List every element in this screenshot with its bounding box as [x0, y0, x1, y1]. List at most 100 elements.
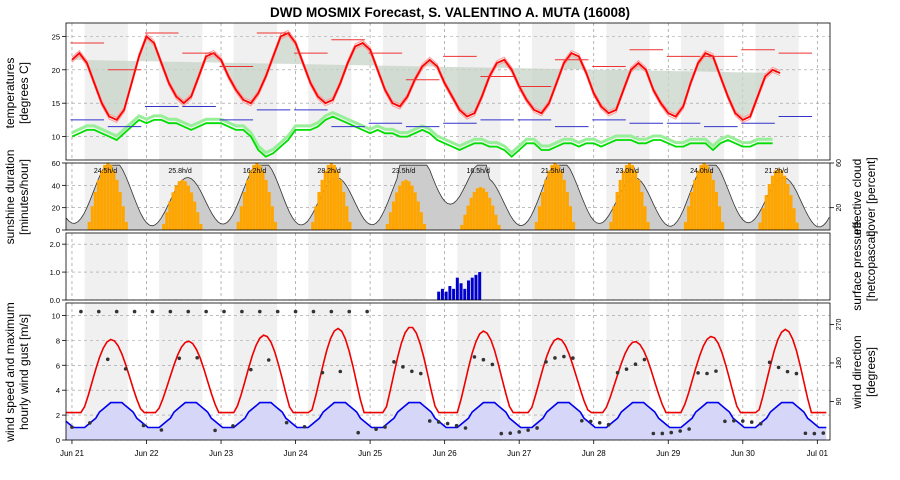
wind-ylabel-2: hourly wind gust [m/s]	[17, 314, 31, 430]
sunshine-bar	[491, 205, 495, 230]
sunshine-bar	[177, 181, 181, 230]
sun-daily-total: 21.5h/d	[541, 168, 564, 175]
wind-direction-dot	[168, 309, 173, 314]
wind-direction-dot	[311, 309, 316, 314]
sunshine-bar	[186, 185, 190, 230]
wind-direction-dot	[293, 309, 298, 314]
sunshine-bar	[764, 195, 768, 230]
wind-direction-dot	[88, 421, 92, 425]
sunshine-bar	[472, 191, 476, 230]
sunshine-bar	[646, 221, 650, 230]
sunshine-bar	[460, 224, 464, 230]
precip-bar	[474, 274, 478, 300]
min-temp-band	[71, 110, 773, 155]
wind-ylabel-1: wind speed and maximum	[3, 302, 17, 442]
sunshine-bar	[789, 195, 793, 230]
sunshine-bar	[690, 191, 694, 230]
sun-ylabel-2: [minutes/hour]	[17, 159, 31, 235]
sunshine-bar	[488, 197, 492, 230]
wind-direction-dot	[517, 430, 521, 434]
max-temp-line	[71, 31, 781, 122]
x-tick-label: Jun 23	[209, 449, 234, 458]
sunshine-bar	[112, 170, 116, 230]
sunshine-bar	[783, 175, 787, 230]
min-temp-line	[71, 115, 773, 158]
sunshine-bar	[317, 191, 321, 230]
wind-direction-dot	[401, 365, 405, 369]
sunshine-bar	[168, 201, 172, 230]
wind-ytick-label: 2	[56, 411, 60, 420]
sun-daily-total: 16.5h/d	[467, 168, 490, 175]
sunshine-bar	[261, 170, 265, 230]
sunshine-bar	[242, 191, 246, 230]
wind-direction-dot	[696, 371, 700, 375]
wind-direction-dot	[740, 419, 745, 423]
wind-gust-line	[66, 326, 827, 414]
sunshine-bar	[336, 170, 340, 230]
sunshine-bar	[115, 179, 119, 230]
sunshine-bar	[559, 170, 563, 230]
sunshine-bar	[419, 212, 423, 230]
wind-direction-dot	[213, 428, 217, 433]
sunshine-bar	[469, 197, 473, 230]
day-shade	[308, 233, 352, 300]
sunshine-bar	[348, 221, 352, 230]
wind-direction-dot	[794, 371, 799, 376]
sun-ytick-label: 20	[52, 204, 60, 213]
sun-daily-total: 24.0h/d	[690, 168, 713, 175]
wind-ytick-label: 6	[56, 361, 60, 370]
sunshine-bar	[777, 168, 781, 230]
wind-direction-dot	[535, 426, 539, 430]
sunshine-bar	[326, 164, 330, 230]
wind-direction-dot	[553, 356, 557, 360]
sunshine-bar	[193, 201, 197, 230]
max-temp-lower-band	[71, 34, 781, 124]
sunshine-bar	[786, 184, 790, 230]
x-tick-label: Jun 21	[60, 449, 85, 458]
sun-ytick-label: 0	[56, 226, 60, 235]
sunshine-bar	[90, 206, 94, 230]
wind-direction-dot	[374, 427, 378, 432]
wind-direction-dot	[803, 431, 808, 436]
sunshine-bar	[475, 188, 479, 230]
sunshine-bar	[568, 206, 572, 230]
wind-direction-dot	[329, 309, 334, 314]
wind-direction-dot	[427, 419, 432, 423]
wind-direction-dot	[96, 309, 101, 314]
wind-direction-dot	[284, 420, 289, 425]
sunshine-bar	[553, 163, 557, 230]
sunshine-bar	[391, 201, 395, 230]
day-shade	[680, 233, 725, 300]
sun-daily-total: 24.5h/d	[94, 168, 117, 175]
sun-daily-total: 23.5h/d	[392, 168, 415, 175]
sunshine-bar	[410, 185, 414, 230]
wind-direction-dot	[562, 354, 566, 359]
wind-direction-dot	[79, 309, 83, 314]
sunshine-bar	[407, 181, 411, 230]
wind-direction-dot	[660, 431, 665, 436]
pressure-rlabel-1: surface pressure	[850, 221, 864, 311]
wdir-rlabel-2: [degrees]	[864, 347, 878, 397]
wind-direction-dot	[785, 369, 790, 374]
x-tick-label: Jun 26	[433, 449, 458, 458]
wind-direction-dot	[266, 358, 271, 362]
wind-ytick-label: 0	[56, 436, 60, 445]
x-tick-label: Jun 28	[582, 449, 607, 458]
sunshine-bar	[482, 188, 486, 230]
sunshine-bar	[550, 164, 554, 230]
sunshine-bar	[562, 179, 566, 230]
sunshine-bar	[124, 221, 128, 230]
sunshine-bar	[196, 212, 200, 230]
wind-direction-dot	[150, 309, 155, 314]
sunshine-bar	[314, 206, 318, 230]
sunshine-bar	[118, 191, 122, 230]
wind-speed-line	[65, 401, 827, 429]
sunshine-bar	[537, 206, 541, 230]
wdir-rtick-label: 90	[836, 397, 843, 405]
wind-direction-dot	[508, 431, 513, 435]
sunshine-bar	[612, 206, 616, 230]
wind-direction-dot	[177, 356, 182, 361]
sunshine-bar	[267, 191, 271, 230]
precip-bar	[478, 272, 482, 300]
